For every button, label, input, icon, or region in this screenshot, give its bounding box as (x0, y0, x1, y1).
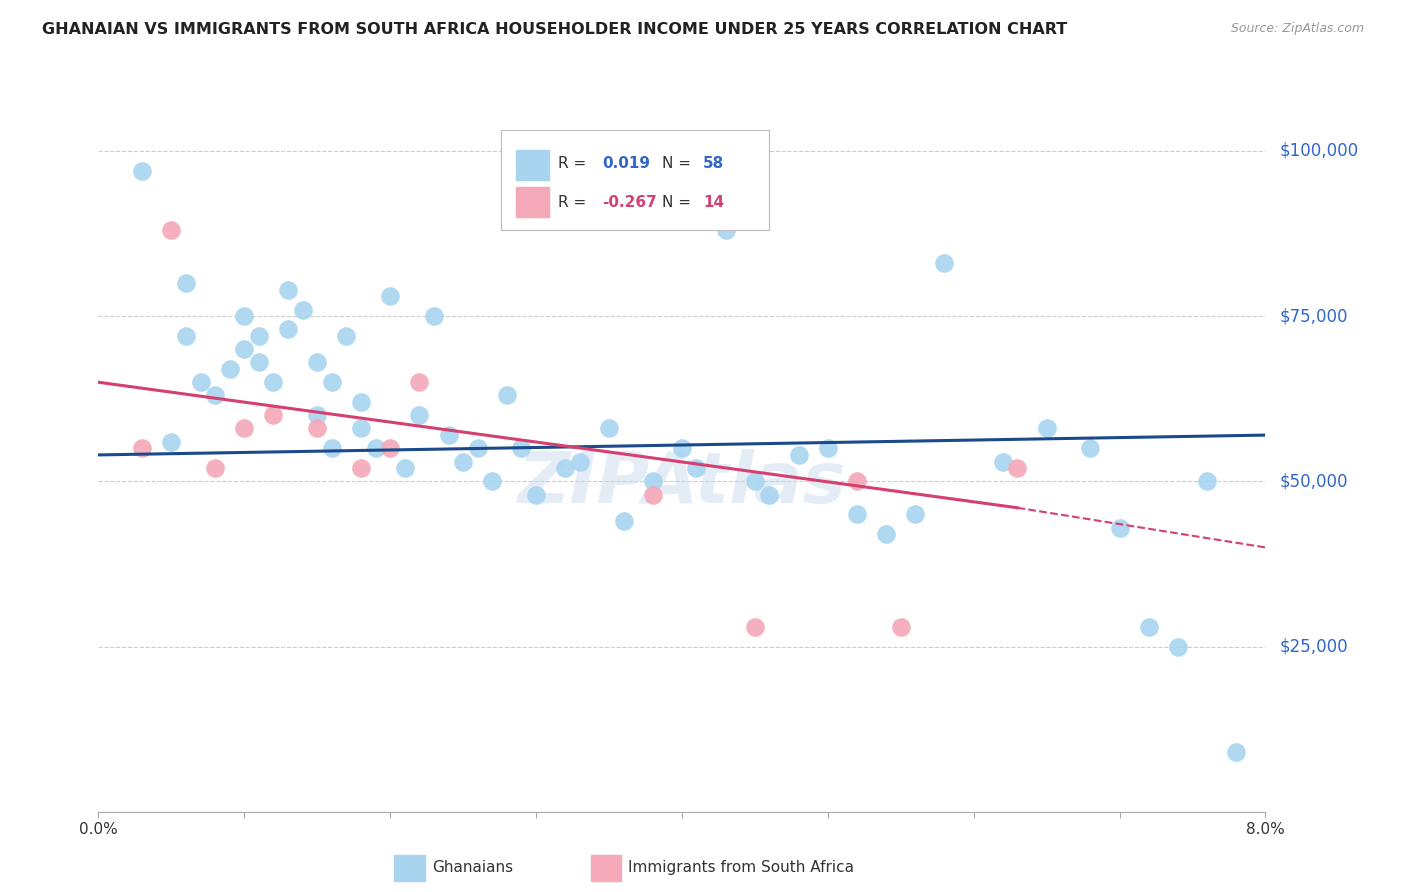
Point (350, 421, 373, 435)
Point (744, 620, 766, 634)
Point (524, 487, 547, 501)
Point (714, 223, 737, 237)
Point (641, 487, 664, 501)
Point (1108, 520, 1130, 534)
Point (1035, 421, 1057, 435)
Point (1225, 745, 1247, 759)
Point (1137, 620, 1160, 634)
Text: Source: ZipAtlas.com: Source: ZipAtlas.com (1230, 22, 1364, 36)
Point (160, 223, 183, 237)
Point (423, 309, 446, 323)
Point (845, 475, 868, 489)
Point (131, 442, 153, 456)
Point (758, 487, 780, 501)
Point (247, 355, 270, 369)
Text: R =: R = (558, 156, 592, 171)
Point (1167, 640, 1189, 654)
Point (190, 376, 212, 390)
Point (612, 514, 634, 528)
Point (307, 355, 329, 369)
Text: 14: 14 (703, 194, 724, 210)
Point (496, 388, 519, 402)
Point (262, 409, 284, 423)
Point (335, 329, 357, 343)
Point (277, 283, 299, 297)
Point (408, 409, 430, 423)
Point (568, 454, 591, 468)
Point (131, 163, 153, 178)
Point (160, 434, 183, 449)
Point (408, 376, 430, 390)
Point (307, 421, 329, 435)
Point (598, 421, 620, 435)
Text: $25,000: $25,000 (1279, 638, 1348, 656)
Point (890, 620, 912, 634)
Point (934, 256, 956, 270)
Point (321, 376, 343, 390)
Point (875, 527, 897, 541)
Bar (516, 150, 548, 180)
Text: Immigrants from South Africa: Immigrants from South Africa (628, 861, 855, 875)
Text: R =: R = (558, 194, 592, 210)
Text: $75,000: $75,000 (1279, 307, 1348, 326)
Point (394, 461, 416, 475)
Point (204, 461, 226, 475)
Text: $100,000: $100,000 (1279, 142, 1358, 160)
Point (437, 428, 460, 442)
Text: Ghanaians: Ghanaians (432, 861, 513, 875)
Point (247, 329, 270, 343)
Point (1195, 475, 1218, 489)
Point (991, 454, 1014, 468)
Point (554, 461, 576, 475)
Point (685, 461, 707, 475)
Point (787, 448, 810, 462)
Point (233, 421, 256, 435)
Point (467, 442, 489, 456)
Point (291, 302, 314, 317)
Point (350, 395, 373, 409)
FancyBboxPatch shape (501, 130, 769, 230)
Point (378, 442, 402, 456)
Point (1080, 442, 1102, 456)
Point (904, 508, 927, 522)
Point (277, 322, 299, 336)
Text: 0.019: 0.019 (603, 156, 651, 171)
Point (350, 461, 373, 475)
Bar (516, 187, 548, 218)
Point (481, 475, 503, 489)
Text: GHANAIAN VS IMMIGRANTS FROM SOUTH AFRICA HOUSEHOLDER INCOME UNDER 25 YEARS CORRE: GHANAIAN VS IMMIGRANTS FROM SOUTH AFRICA… (42, 22, 1067, 37)
Text: ZIPAtlas: ZIPAtlas (517, 449, 846, 518)
Text: 58: 58 (703, 156, 724, 171)
Text: $50,000: $50,000 (1279, 473, 1348, 491)
Point (641, 475, 664, 489)
Point (174, 329, 197, 343)
Point (307, 409, 329, 423)
Point (744, 475, 766, 489)
Text: N =: N = (662, 194, 696, 210)
Point (233, 309, 256, 323)
Point (451, 454, 474, 468)
Text: N =: N = (662, 156, 696, 171)
Point (845, 508, 868, 522)
Point (321, 442, 343, 456)
Point (671, 442, 693, 456)
Point (204, 388, 226, 402)
Point (1007, 461, 1029, 475)
Point (364, 442, 387, 456)
Text: -0.267: -0.267 (603, 194, 658, 210)
Point (174, 276, 197, 290)
Point (218, 362, 240, 376)
Point (233, 342, 256, 356)
Point (262, 376, 284, 390)
Point (817, 442, 839, 456)
Point (510, 442, 533, 456)
Point (378, 289, 402, 303)
